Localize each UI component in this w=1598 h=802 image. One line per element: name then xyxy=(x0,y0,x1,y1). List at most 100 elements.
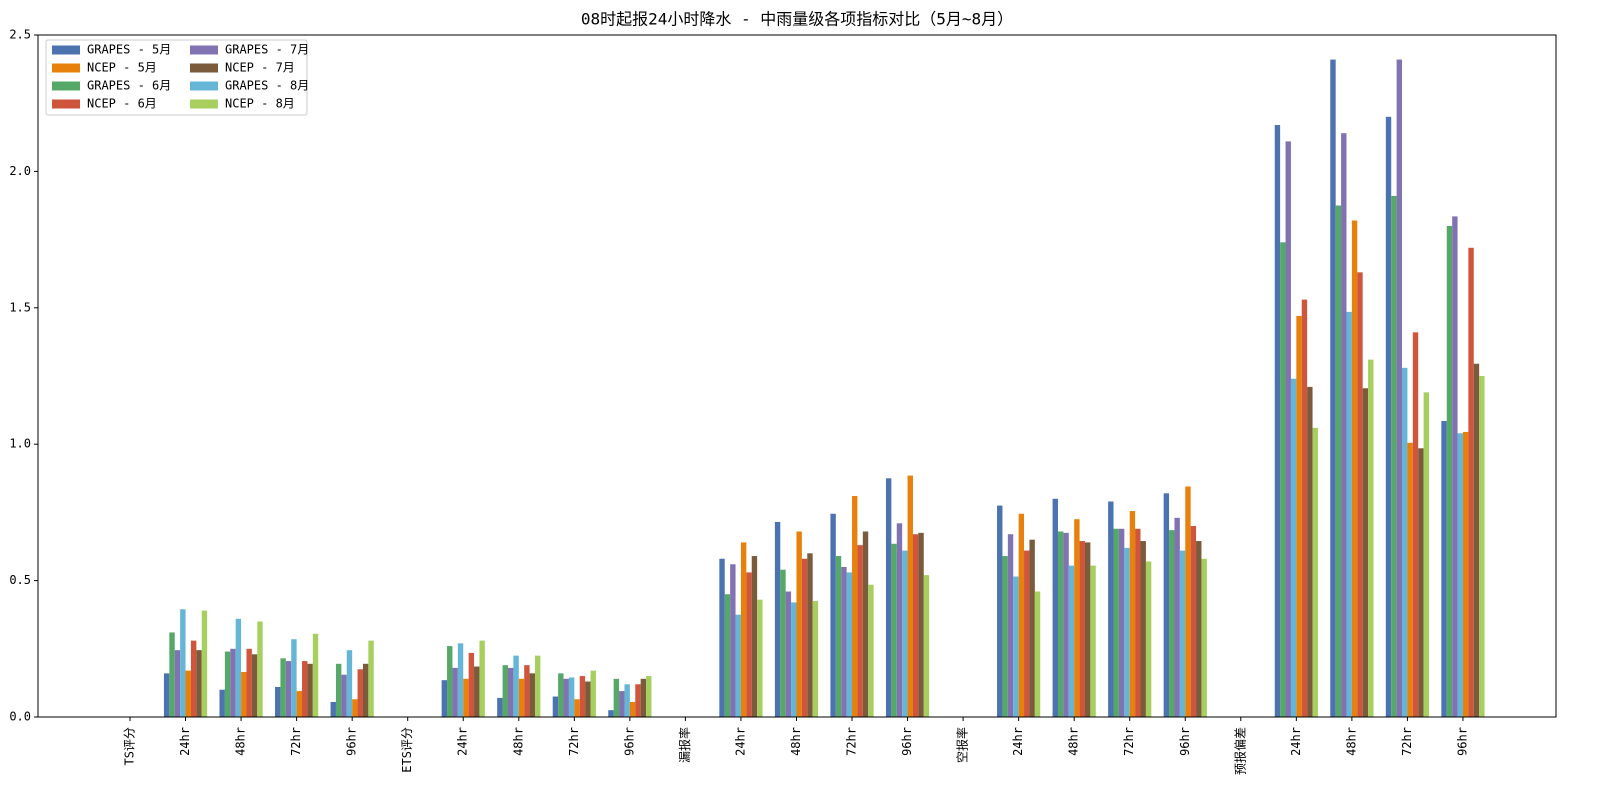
bar xyxy=(534,655,541,717)
bar xyxy=(796,531,802,717)
bar xyxy=(185,670,191,717)
bar xyxy=(1346,311,1352,717)
legend-swatch xyxy=(52,99,80,109)
x-tick-label: 72hr xyxy=(289,727,303,756)
x-tick-label: 48hr xyxy=(1067,727,1081,756)
legend-swatch xyxy=(190,45,218,55)
bar xyxy=(275,686,281,717)
bar xyxy=(841,566,847,717)
bar xyxy=(579,676,586,717)
bar xyxy=(774,521,781,717)
bar xyxy=(624,684,630,717)
bar xyxy=(1418,448,1424,717)
bar xyxy=(1330,59,1336,717)
bar xyxy=(296,691,303,717)
bar xyxy=(852,496,858,717)
x-tick-label: 96hr xyxy=(345,727,359,756)
bar xyxy=(613,678,620,717)
bar xyxy=(608,710,614,717)
bar xyxy=(1441,421,1447,717)
chart-title: 08时起报24小时降水 - 中雨量级各项指标对比（5月~8月） xyxy=(581,10,1013,29)
bar xyxy=(1452,216,1458,718)
bar xyxy=(619,691,625,717)
bar xyxy=(497,697,503,717)
bar xyxy=(646,676,652,717)
bar xyxy=(169,632,175,717)
bar xyxy=(479,640,485,717)
bar xyxy=(791,602,797,717)
bar xyxy=(558,673,564,717)
bar xyxy=(257,621,263,717)
bar xyxy=(885,478,892,717)
bar xyxy=(629,701,636,717)
bar xyxy=(285,661,292,717)
bar xyxy=(335,663,342,717)
bar xyxy=(280,658,286,717)
bar xyxy=(1084,542,1091,717)
bar xyxy=(912,534,919,717)
bar xyxy=(724,594,731,717)
bar xyxy=(785,591,792,717)
x-tick-label: 96hr xyxy=(622,727,636,756)
bar xyxy=(1063,532,1069,717)
bar xyxy=(830,513,836,717)
legend-label: GRAPES - 7月 xyxy=(225,43,309,57)
bar xyxy=(1129,511,1136,717)
bar xyxy=(1090,565,1096,717)
x-tick-label: 漏报率 xyxy=(677,727,692,763)
x-tick-label: 24hr xyxy=(733,727,747,756)
x-tick-label: 48hr xyxy=(511,727,525,756)
legend-label: GRAPES - 8月 xyxy=(225,79,309,93)
bar xyxy=(1468,247,1474,717)
bar xyxy=(1052,498,1058,717)
bar xyxy=(1118,528,1125,717)
bar xyxy=(1462,431,1469,717)
bar xyxy=(1034,591,1041,717)
bar xyxy=(529,673,535,717)
bar xyxy=(174,650,181,717)
bar xyxy=(1385,116,1392,718)
bar xyxy=(1362,388,1369,717)
bar xyxy=(291,639,297,717)
bar xyxy=(907,475,913,717)
bar xyxy=(502,665,508,717)
bar xyxy=(868,584,874,717)
bar xyxy=(1301,299,1308,717)
bar xyxy=(780,569,786,717)
bar xyxy=(1190,526,1197,717)
bar xyxy=(330,701,336,717)
bar xyxy=(1396,59,1403,717)
bar xyxy=(1124,547,1130,717)
legend-swatch xyxy=(190,63,218,73)
bar xyxy=(801,558,808,717)
bar xyxy=(1473,363,1480,717)
bar xyxy=(891,543,897,717)
bar xyxy=(341,674,347,717)
bar xyxy=(1079,541,1085,717)
bar xyxy=(235,618,242,717)
legend-label: NCEP - 6月 xyxy=(87,97,157,111)
bar xyxy=(474,666,480,717)
bar xyxy=(452,667,458,717)
bar xyxy=(224,651,231,717)
bar xyxy=(1179,550,1186,717)
bar xyxy=(230,648,236,717)
bar xyxy=(1446,225,1453,717)
legend-swatch xyxy=(52,45,80,55)
y-tick-label: 0.5 xyxy=(9,573,31,587)
bar xyxy=(1351,220,1358,717)
x-tick-label: 48hr xyxy=(789,727,803,756)
bar xyxy=(1391,195,1397,717)
bar xyxy=(1357,272,1363,717)
x-tick-label: 72hr xyxy=(1400,727,1414,756)
x-tick-label: 48hr xyxy=(1344,727,1358,756)
legend-swatch xyxy=(190,99,218,109)
bar xyxy=(1185,486,1191,717)
bar xyxy=(719,558,725,717)
x-tick-label: 48hr xyxy=(234,727,248,756)
y-tick-label: 0.0 xyxy=(9,710,31,724)
bar xyxy=(918,532,924,717)
bar xyxy=(1312,427,1318,717)
bar xyxy=(751,556,758,717)
bar xyxy=(640,678,647,717)
